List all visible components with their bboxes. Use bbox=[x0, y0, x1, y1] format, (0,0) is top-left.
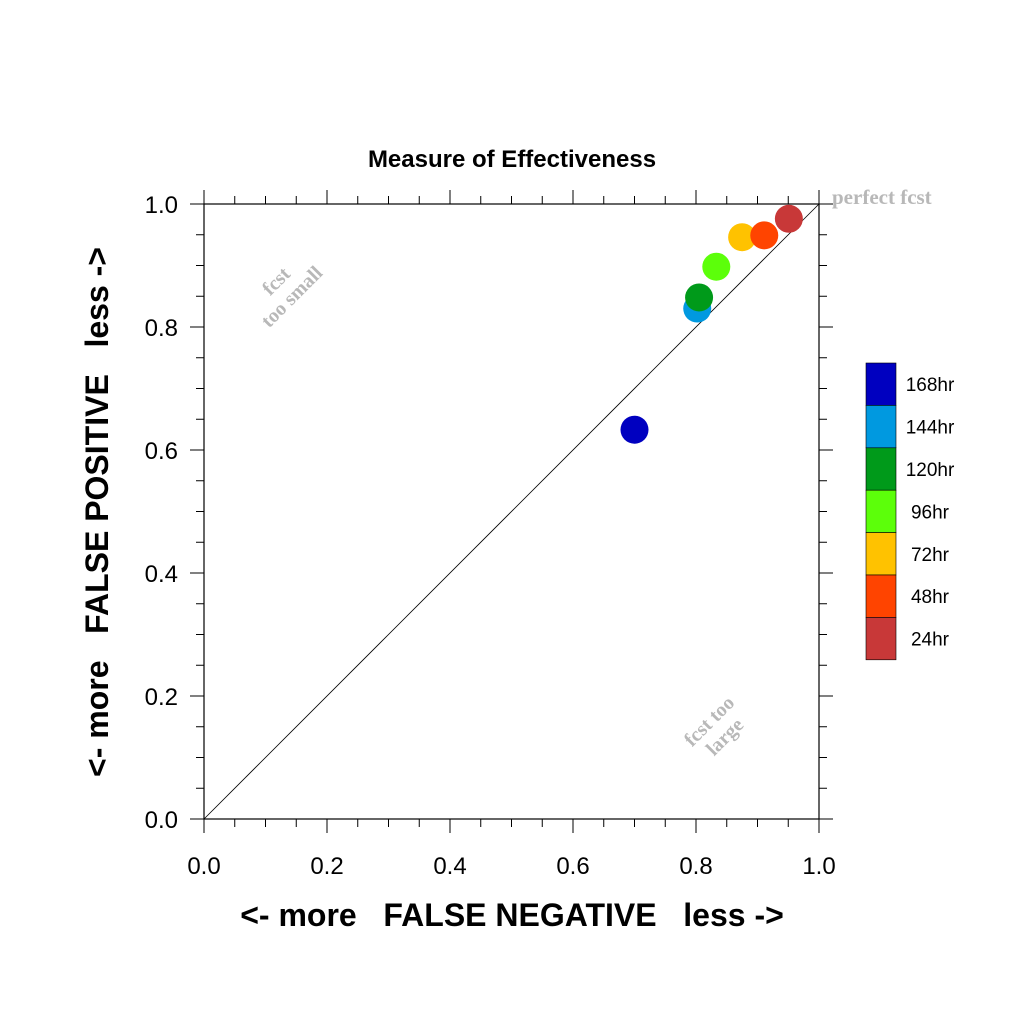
legend-label-144hr: 144hr bbox=[906, 418, 955, 439]
x-axis-label: <- more FALSE NEGATIVE less -> bbox=[240, 897, 784, 933]
legend-swatch-72hr bbox=[865, 532, 897, 576]
point-96hr bbox=[702, 252, 731, 281]
y-axis-label: <- more FALSE POSITIVE less -> bbox=[79, 247, 115, 777]
legend-label-96hr: 96hr bbox=[911, 502, 950, 523]
too-small-annotation: fcst too small bbox=[257, 262, 327, 332]
legend-swatch-120hr bbox=[865, 447, 897, 491]
y-tick-label: 0.2 bbox=[145, 684, 178, 711]
point-72hr bbox=[728, 223, 757, 252]
legend-swatch-48hr bbox=[865, 574, 897, 618]
too-small-line2: too small bbox=[257, 262, 327, 332]
y-tick-label: 0.8 bbox=[145, 315, 178, 342]
legend-label-24hr: 24hr bbox=[911, 630, 950, 651]
legend-label-168hr: 168hr bbox=[906, 375, 955, 396]
y-tick-label: 0.6 bbox=[145, 438, 178, 465]
legend-label-48hr: 48hr bbox=[911, 587, 950, 608]
x-tick-label: 0.8 bbox=[679, 853, 712, 880]
too-large-annotation: fcst too large bbox=[680, 692, 748, 760]
y-tick-label: 0.0 bbox=[145, 807, 178, 834]
legend: 168hr 144hr 120hr 96hr 72hr 48hr 24hr bbox=[865, 362, 955, 661]
legend-label-120hr: 120hr bbox=[906, 460, 955, 481]
data-points bbox=[620, 204, 803, 444]
x-tick-label: 0.6 bbox=[556, 853, 589, 880]
perfect-fcst-annotation: perfect fcst bbox=[832, 185, 932, 209]
point-120hr bbox=[685, 283, 714, 312]
legend-swatch-168hr bbox=[865, 362, 897, 406]
point-24hr bbox=[774, 204, 803, 233]
legend-swatch-144hr bbox=[865, 405, 897, 449]
x-tick-label: 0.0 bbox=[187, 853, 220, 880]
legend-swatch-24hr bbox=[865, 617, 897, 661]
diagonal-line bbox=[203, 203, 820, 820]
x-tick-label: 0.2 bbox=[310, 853, 343, 880]
point-48hr bbox=[750, 221, 779, 250]
x-tick-label: 0.4 bbox=[433, 853, 466, 880]
legend-label-72hr: 72hr bbox=[911, 545, 950, 566]
perfect-forecast-diagonal bbox=[203, 203, 820, 820]
plot-axes bbox=[190, 190, 833, 833]
chart-title: Measure of Effectiveness bbox=[368, 146, 656, 173]
x-tick-label: 1.0 bbox=[802, 853, 835, 880]
y-tick-label: 1.0 bbox=[145, 192, 178, 219]
y-tick-label: 0.4 bbox=[145, 561, 178, 588]
tick-labels: 0.0 0.2 0.4 0.6 0.8 1.0 0.0 0.2 0.4 0.6 0.8 1.0 bbox=[145, 192, 836, 880]
point-168hr bbox=[620, 415, 649, 444]
legend-swatch-96hr bbox=[865, 489, 897, 533]
